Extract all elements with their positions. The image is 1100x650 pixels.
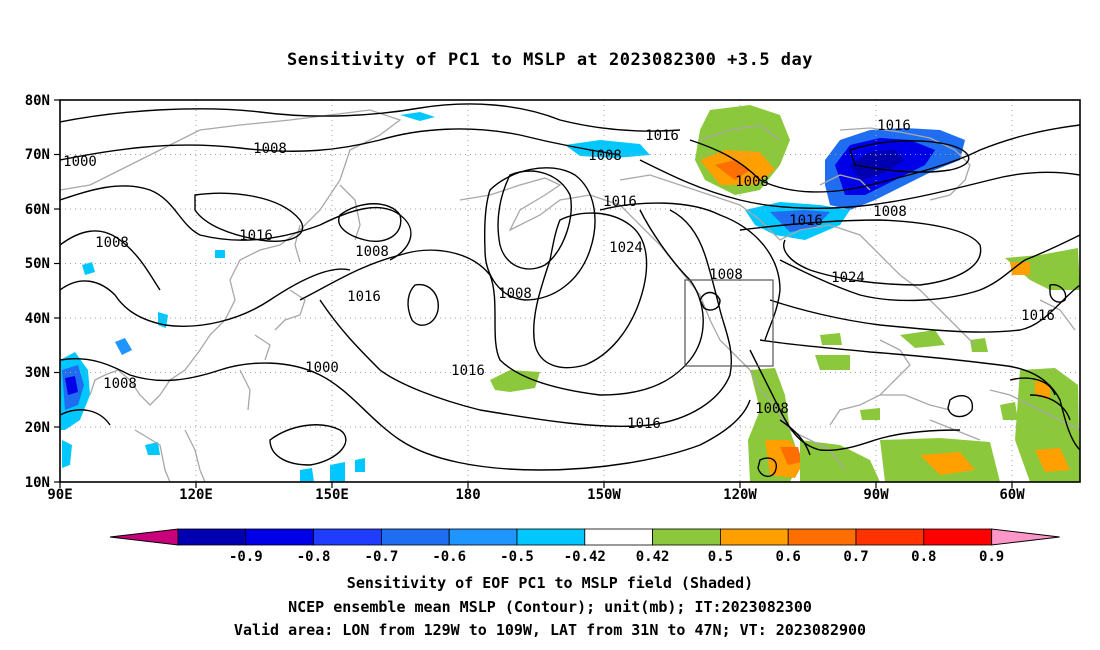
contour-label: 1016 [603, 194, 637, 210]
chart-title: Sensitivity of PC1 to MSLP at 2023082300… [286, 50, 813, 70]
contour-label: 1016 [239, 228, 273, 244]
colorbar-swatch [720, 528, 789, 546]
contour-label: 1008 [735, 174, 769, 190]
colorbar-label: -0.7 [365, 549, 399, 565]
contour-label: 1008 [709, 267, 743, 283]
sensitivity-shading [60, 105, 1080, 482]
contour-label: 1008 [873, 204, 907, 220]
colorbar-swatch [380, 528, 450, 546]
contour-label: 1016 [347, 289, 381, 305]
mslp-contours [60, 103, 1080, 478]
contour-label: 1016 [1021, 308, 1055, 324]
contour-label: 1008 [95, 235, 129, 251]
contour-label: 1008 [755, 401, 789, 417]
colorbar-swatch [855, 528, 925, 546]
lat-label: 70N [25, 147, 50, 163]
colorbar-label: -0.42 [564, 549, 606, 565]
grid-lines [60, 100, 1080, 482]
lat-label: 10N [25, 475, 50, 491]
lon-label: 90W [863, 487, 889, 503]
colorbar-label: 0.42 [636, 549, 670, 565]
lon-label: 90E [47, 487, 72, 503]
contour-label: 1024 [609, 240, 643, 256]
lat-label: 80N [25, 93, 50, 109]
colorbar-swatch [584, 528, 653, 546]
tick-marks [54, 99, 1013, 488]
latitude-labels: 80N 70N 60N 50N 40N 30N 20N 10N [25, 93, 50, 491]
caption-contour: NCEP ensemble mean MSLP (Contour); unit(… [288, 598, 812, 616]
contour-label: 1016 [645, 128, 679, 144]
contour-label: 1016 [877, 118, 911, 134]
map-frame [59, 99, 1081, 483]
colorbar-label: 0.9 [979, 549, 1004, 565]
colorbar-swatch [787, 528, 857, 546]
colorbar-swatch [516, 528, 586, 546]
lon-label: 150W [587, 487, 621, 503]
lat-label: 30N [25, 365, 50, 381]
contour-label: 1000 [305, 360, 339, 376]
lat-label: 20N [25, 420, 50, 436]
colorbar-label: 0.8 [911, 549, 936, 565]
contour-label: 1024 [831, 270, 865, 286]
lon-label: 120E [179, 487, 213, 503]
colorbar-high-end [991, 528, 1060, 546]
colorbar: -0.9 -0.8 -0.7 -0.6 -0.5 -0.42 0.42 0.5 0.6 0.7 0.… [109, 528, 1060, 565]
colorbar-swatch [177, 528, 247, 546]
caption-valid-area: Valid area: LON from 129W to 109W, LAT f… [233, 621, 867, 639]
caption-shading: Sensitivity of EOF PC1 to MSLP field (Sh… [346, 574, 754, 592]
lon-label: 60W [999, 487, 1025, 503]
colorbar-label: -0.6 [432, 549, 466, 565]
contour-label: 1008 [355, 244, 389, 260]
colorbar-label: -0.8 [297, 549, 331, 565]
contour-labels: 1000 1008 1016 1008 1016 1008 1008 1016 … [63, 118, 1055, 432]
colorbar-swatch [652, 528, 721, 546]
contour-label: 1008 [498, 286, 532, 302]
colorbar-label: -0.9 [229, 549, 263, 565]
lon-label: 120W [723, 487, 757, 503]
lat-label: 60N [25, 202, 50, 218]
colorbar-label: 0.5 [708, 549, 733, 565]
contour-label: 1000 [63, 154, 97, 170]
colorbar-label: 0.6 [776, 549, 801, 565]
lon-label: 180 [455, 487, 480, 503]
colorbar-low-end [109, 528, 179, 546]
colorbar-label: -0.5 [500, 549, 534, 565]
colorbar-label: 0.7 [843, 549, 868, 565]
contour-label: 1016 [627, 416, 661, 432]
lon-label: 150E [315, 487, 349, 503]
colorbar-swatch [245, 528, 315, 546]
contour-label: 1016 [789, 213, 823, 229]
colorbar-swatch [923, 528, 992, 546]
longitude-labels: 90E 120E 150E 180 150W 120W 90W 60W [47, 487, 1025, 503]
lat-label: 40N [25, 311, 50, 327]
valid-area-box [684, 279, 774, 367]
colorbar-swatch [313, 528, 382, 546]
contour-label: 1008 [588, 148, 622, 164]
lat-label: 50N [25, 256, 50, 272]
colorbar-swatch [448, 528, 518, 546]
contour-label: 1016 [451, 363, 485, 379]
contour-label: 1008 [253, 141, 287, 157]
contour-label: 1008 [103, 376, 137, 392]
